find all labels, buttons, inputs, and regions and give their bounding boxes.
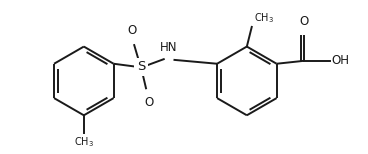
Text: S: S (137, 60, 145, 73)
Text: O: O (128, 24, 137, 37)
Text: CH$_3$: CH$_3$ (74, 135, 94, 149)
Text: O: O (300, 15, 309, 28)
Text: CH$_3$: CH$_3$ (254, 11, 274, 25)
Text: HN: HN (160, 41, 177, 54)
Text: OH: OH (332, 54, 350, 67)
Text: O: O (144, 96, 153, 109)
